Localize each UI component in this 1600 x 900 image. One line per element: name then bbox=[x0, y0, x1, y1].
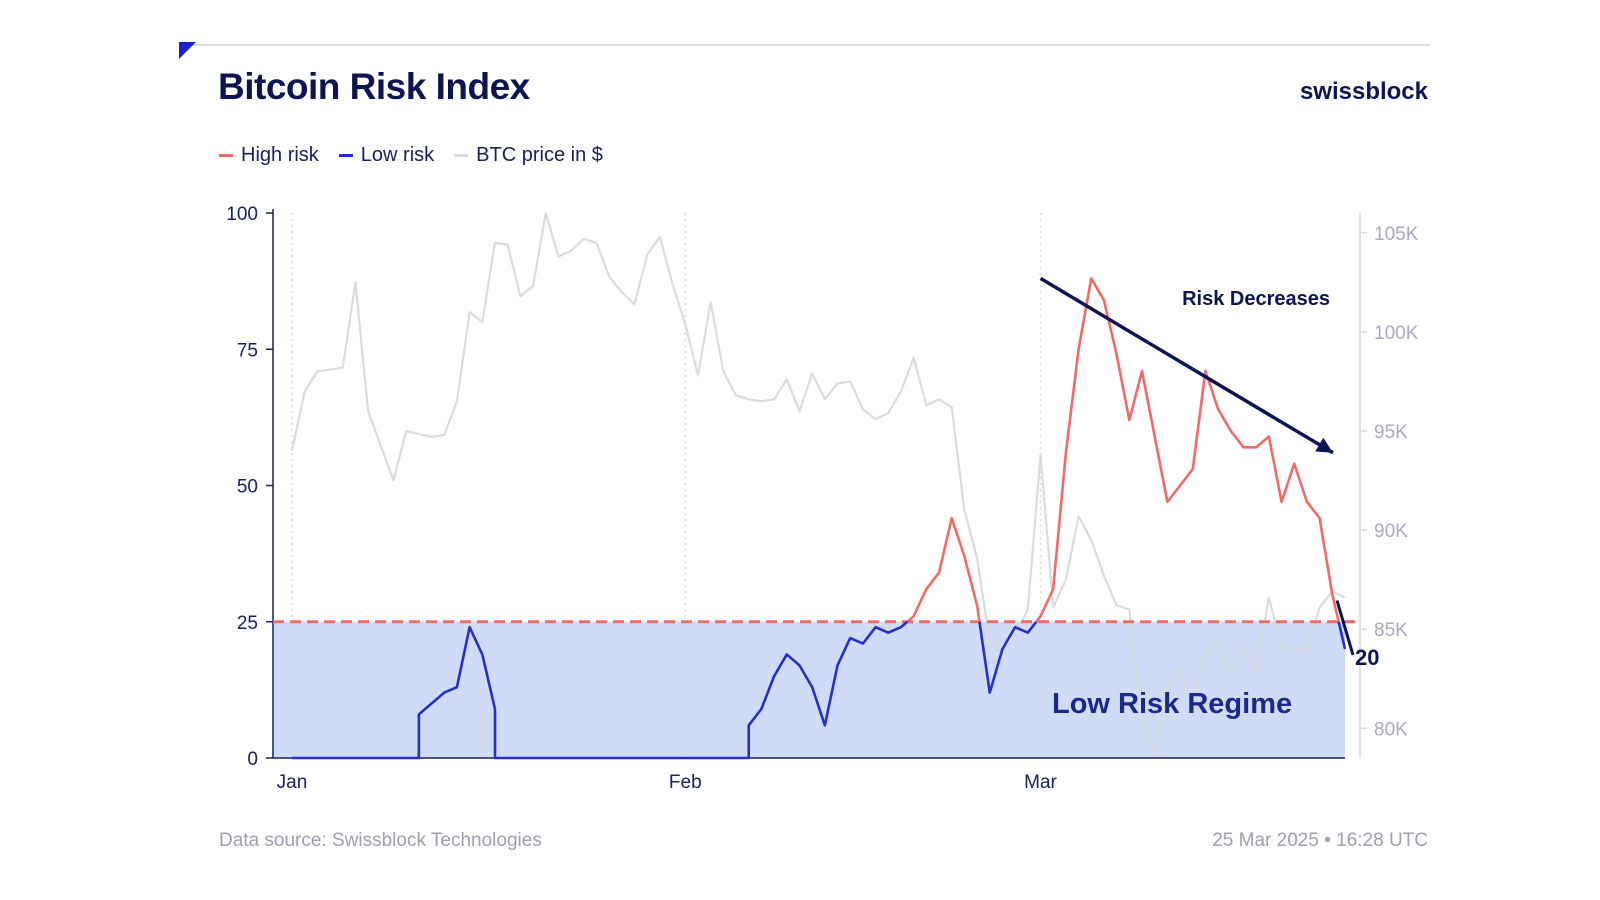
left-axis-tick-label: 75 bbox=[237, 340, 258, 361]
legend-swatch-low-risk bbox=[338, 154, 353, 157]
legend-label-high-risk: High risk bbox=[241, 144, 319, 166]
left-axis-tick-label: 25 bbox=[237, 613, 258, 634]
risk-line-low-segment bbox=[978, 620, 1038, 694]
x-axis-tick-label: Jan bbox=[277, 772, 308, 793]
last-value-label: 20 bbox=[1355, 645, 1379, 670]
right-axis-tick-label: 100K bbox=[1374, 323, 1419, 344]
timestamp-note: 25 Mar 2025 • 16:28 UTC bbox=[1212, 830, 1428, 851]
right-axis-tick-label: 105K bbox=[1374, 224, 1419, 245]
legend-item-low-risk: Low risk bbox=[338, 144, 435, 167]
risk-line-high-segment bbox=[1035, 277, 1340, 623]
risk-line-low-segment bbox=[292, 620, 909, 760]
risk-decreases-arrowhead-icon bbox=[1315, 437, 1333, 453]
btc-price-line bbox=[290, 211, 1346, 756]
risk-line-high-segment bbox=[906, 516, 981, 623]
legend-item-high-risk: High risk bbox=[219, 144, 319, 167]
chart-legend: High risk Low risk BTC price in $ bbox=[219, 144, 603, 167]
low-risk-regime-label: Low Risk Regime bbox=[1052, 688, 1292, 720]
data-source-note: Data source: Swissblock Technologies bbox=[219, 830, 542, 851]
corner-mark-icon bbox=[179, 42, 196, 59]
left-axis-tick-label: 100 bbox=[226, 204, 258, 225]
brand-logo: swissblock bbox=[1299, 78, 1428, 105]
legend-label-low-risk: Low risk bbox=[360, 144, 435, 166]
x-axis-tick-label: Mar bbox=[1024, 772, 1057, 793]
right-axis-tick-label: 85K bbox=[1374, 620, 1408, 641]
x-axis-tick-label: Feb bbox=[669, 772, 702, 793]
risk-decreases-arrow bbox=[1039, 276, 1334, 455]
left-axis-tick-label: 50 bbox=[237, 477, 258, 498]
risk-decreases-annotation: Risk Decreases bbox=[1182, 288, 1330, 310]
left-axis-tick-label: 0 bbox=[247, 749, 258, 770]
top-rule bbox=[180, 44, 1430, 46]
legend-item-btc-price: BTC price in $ bbox=[454, 144, 603, 167]
chart-title: Bitcoin Risk Index bbox=[218, 66, 530, 107]
risk-line-low-segment bbox=[1337, 621, 1347, 650]
legend-swatch-btc-price bbox=[454, 154, 469, 157]
right-axis-tick-label: 80K bbox=[1374, 719, 1408, 740]
right-axis-tick-label: 95K bbox=[1374, 422, 1408, 443]
right-axis-tick-label: 90K bbox=[1374, 521, 1408, 542]
last-value-pointer bbox=[1335, 600, 1355, 656]
legend-label-btc-price: BTC price in $ bbox=[476, 144, 603, 166]
legend-swatch-high-risk bbox=[219, 154, 233, 157]
